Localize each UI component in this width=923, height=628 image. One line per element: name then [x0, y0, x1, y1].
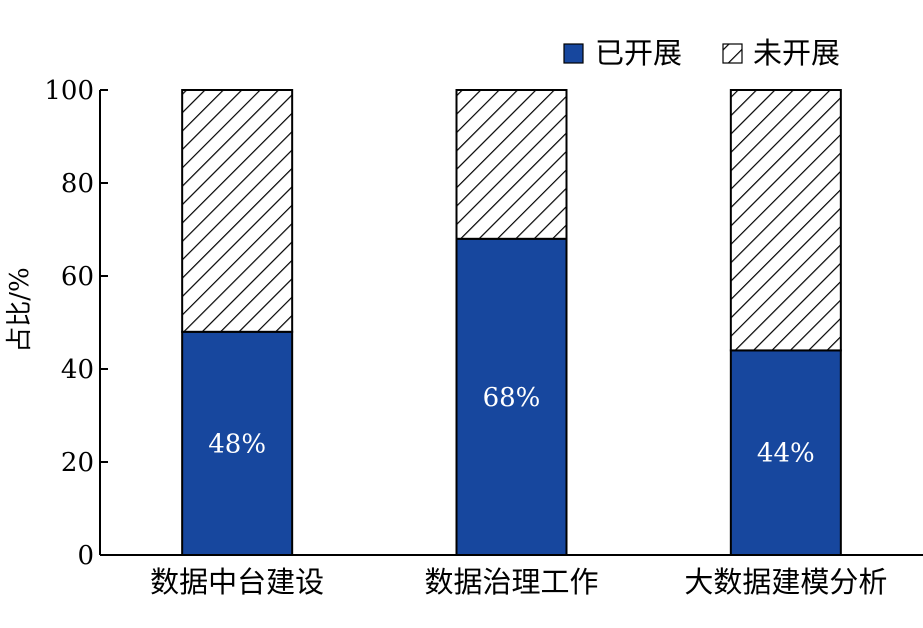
bar-data-label: 44% — [757, 439, 815, 469]
bar-data-label: 48% — [208, 429, 266, 459]
y-tick-label: 40 — [61, 355, 94, 385]
legend-swatch-started — [564, 44, 583, 63]
legend-label-not-started: 未开展 — [753, 36, 840, 70]
y-tick-label: 20 — [61, 448, 94, 478]
x-labels-group: 数据中台建设 数据治理工作 大数据建模分析 — [150, 565, 887, 599]
y-tick-label: 100 — [44, 76, 94, 106]
y-ticks-group: 0 20 40 60 80 100 — [44, 76, 108, 571]
x-category-label: 大数据建模分析 — [684, 565, 887, 599]
y-axis-label: 占比/% — [5, 267, 35, 352]
bars-group — [182, 90, 841, 555]
y-tick-label: 0 — [77, 541, 94, 571]
bar-segment-not-started — [731, 90, 841, 350]
bar-segment-not-started — [182, 90, 292, 332]
y-tick-label: 60 — [61, 262, 94, 292]
bar-segment-not-started — [457, 90, 567, 239]
y-tick-label: 80 — [61, 169, 94, 199]
legend: 已开展 未开展 — [564, 36, 840, 70]
x-category-label: 数据治理工作 — [424, 565, 598, 599]
bar-data-label: 68% — [483, 383, 541, 413]
legend-swatch-not-started — [723, 44, 742, 63]
x-category-label: 数据中台建设 — [150, 565, 324, 599]
legend-label-started: 已开展 — [595, 36, 682, 70]
